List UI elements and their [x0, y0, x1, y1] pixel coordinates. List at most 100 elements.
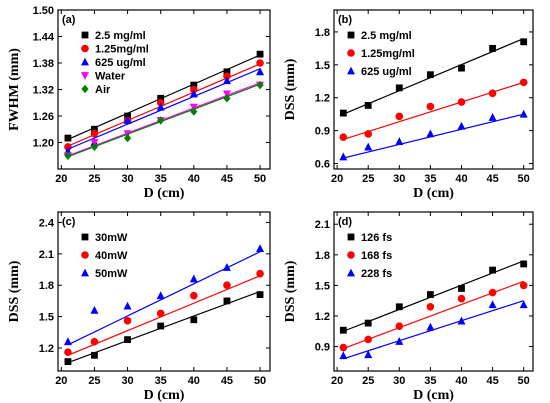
data-point [395, 137, 404, 145]
legend-label: 30mW [95, 232, 128, 244]
data-point [395, 337, 404, 345]
data-point [157, 322, 165, 330]
data-point [64, 358, 72, 365]
x-tick-label: 40 [455, 375, 467, 387]
data-point [488, 288, 497, 297]
legend-marker [81, 268, 89, 277]
legend: 2.5 mg/ml 1.25mg/ml 625 ug/ml [347, 30, 415, 78]
data-point [339, 351, 348, 360]
x-tick-label: 45 [221, 375, 233, 387]
data-point [364, 350, 373, 359]
x-tick-label: 30 [121, 375, 133, 387]
data-point [63, 337, 72, 346]
x-tick-label: 30 [393, 173, 405, 185]
legend-label: Air [95, 84, 111, 96]
y-tick-label: 1.44 [33, 32, 55, 44]
legend-marker [347, 268, 355, 277]
plot-frame [333, 211, 534, 372]
legend: 126 fs 168 fs 228 fs [347, 232, 392, 280]
panel-b: 20 25 30 35 40 45 50 0.6 0.9 1.2 1.5 1.8 D (cm) DSS (… [283, 9, 534, 201]
y-tick-label: 0.9 [315, 342, 330, 354]
legend-label: 1.25mg/ml [361, 48, 415, 60]
data-point [223, 281, 231, 290]
data-point [426, 291, 434, 298]
x-tick-label: 20 [331, 375, 343, 387]
x-tick-label: 45 [221, 173, 233, 185]
series-1 [64, 269, 264, 356]
data-point [123, 316, 132, 325]
legend-label: 50mW [95, 268, 128, 280]
x-tick-label: 30 [121, 173, 133, 185]
data-point [190, 107, 198, 116]
x-tick-label: 35 [424, 375, 436, 387]
legend-label: 625 ug/ml [361, 66, 412, 78]
data-point [426, 71, 434, 79]
x-tick-label: 25 [88, 375, 100, 387]
legend-label: 2.5 mg/ml [95, 30, 146, 42]
data-point [223, 72, 231, 81]
data-point [339, 343, 348, 352]
data-point [457, 121, 466, 130]
data-point [156, 309, 165, 318]
x-tick-label: 50 [518, 173, 530, 185]
legend-marker [81, 72, 89, 80]
data-point [458, 285, 465, 292]
y-axis-label: FWHM (mm) [7, 48, 22, 131]
data-point [256, 244, 265, 253]
y-tick-label: 1.2 [39, 343, 54, 355]
y-tick-label: 2.4 [39, 217, 55, 229]
legend-marker [81, 251, 89, 259]
legend-marker [347, 233, 355, 241]
data-point [90, 337, 99, 346]
x-axis-label: D (cm) [413, 186, 454, 201]
y-tick-label: 1.26 [33, 111, 54, 123]
data-point [157, 94, 165, 102]
legend-label: 228 fs [361, 268, 392, 280]
panel-c: 20 25 30 35 40 45 50 1.2 1.5 1.8 2.1 2.4 D (cm) DSS (… [7, 211, 271, 403]
data-point [90, 129, 99, 138]
data-point [90, 305, 99, 314]
series-1 [339, 280, 528, 352]
y-tick-label: 1.5 [315, 60, 330, 72]
y-tick-label: 1.5 [39, 312, 54, 324]
x-tick-label: 50 [254, 173, 266, 185]
plot-frame [57, 9, 271, 170]
x-tick-label: 20 [55, 173, 67, 185]
data-point [339, 133, 348, 141]
series-2 [63, 244, 265, 346]
data-point [395, 322, 404, 330]
series-0 [339, 37, 528, 117]
data-point [123, 133, 132, 143]
plot-frame [57, 211, 271, 372]
data-point [364, 142, 373, 151]
data-point [519, 78, 528, 87]
data-point [222, 263, 231, 271]
data-point [256, 67, 265, 76]
data-point [395, 112, 404, 121]
data-point [426, 102, 435, 111]
y-tick-label: 1.8 [39, 280, 54, 292]
data-point [156, 102, 165, 111]
x-tick-label: 20 [55, 375, 67, 387]
series-0 [64, 290, 264, 365]
data-point [457, 316, 466, 325]
data-point [256, 59, 264, 67]
series-2 [63, 67, 265, 155]
data-point [339, 152, 348, 161]
x-tick-label: 35 [424, 173, 436, 185]
panel-a: 20 25 30 35 40 45 50 1.20 1.26 1.32 1.38 1.44 1.50 D … [7, 5, 271, 201]
data-point [91, 125, 98, 133]
legend-marker [347, 31, 355, 39]
data-point [123, 301, 132, 310]
data-point [395, 303, 403, 311]
y-axis-label: DSS (mm) [283, 58, 298, 120]
y-tick-label: 1.2 [315, 93, 330, 105]
data-point [64, 348, 72, 356]
series-1 [64, 59, 264, 151]
x-axis-label: D (cm) [144, 388, 185, 403]
x-tick-label: 50 [518, 375, 530, 387]
data-point [124, 112, 131, 120]
series-2 [339, 300, 528, 360]
